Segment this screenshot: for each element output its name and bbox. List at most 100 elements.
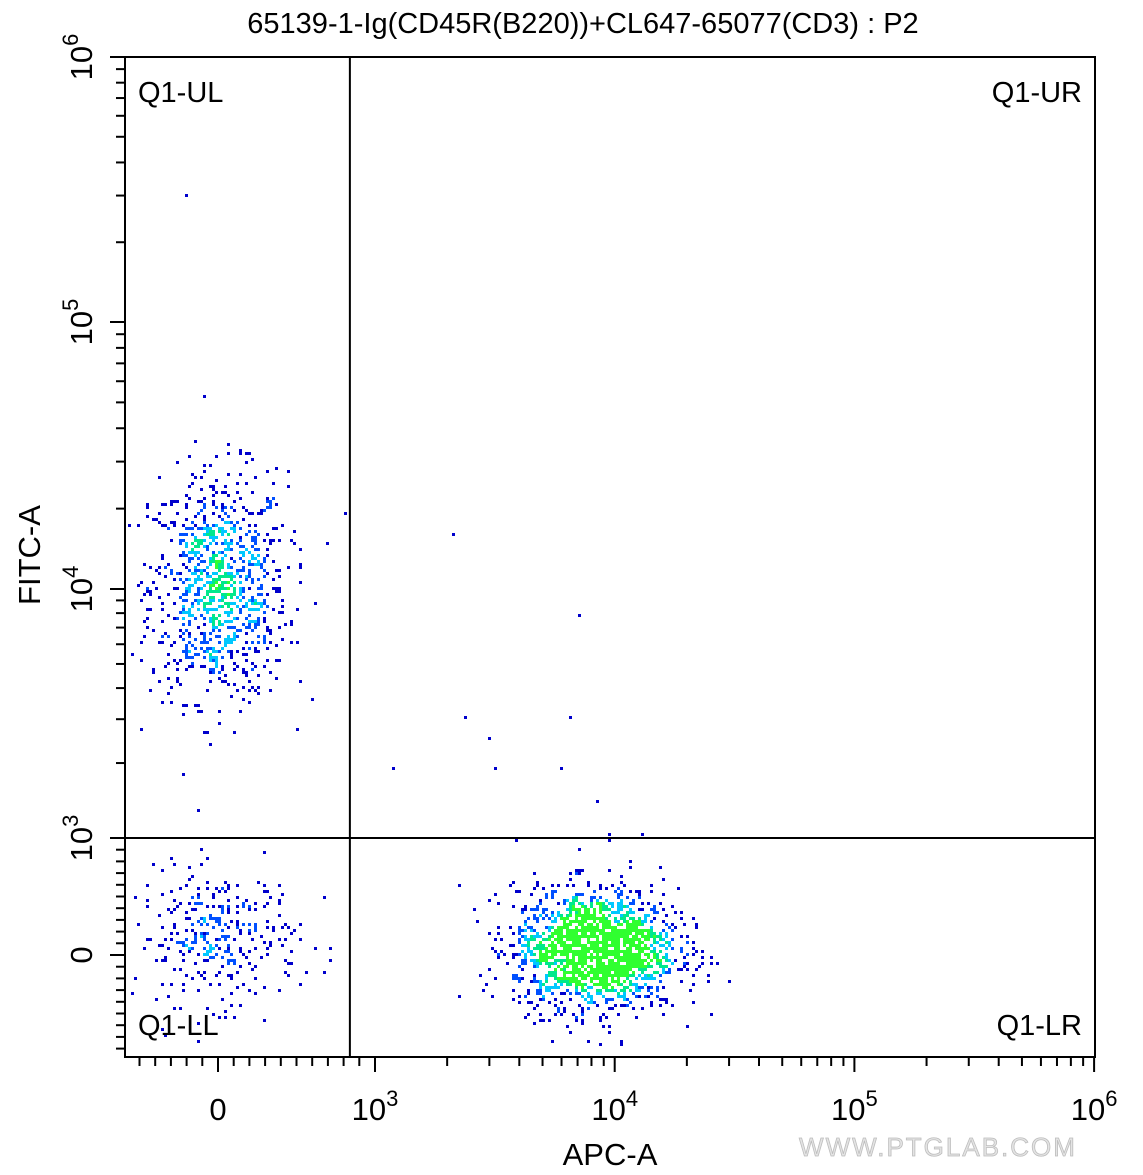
data-point bbox=[272, 929, 275, 932]
data-point bbox=[647, 962, 650, 965]
data-point bbox=[617, 953, 620, 956]
data-point bbox=[554, 968, 557, 971]
data-point bbox=[626, 914, 629, 917]
data-point bbox=[554, 953, 557, 956]
data-point bbox=[521, 959, 524, 962]
data-point bbox=[236, 896, 239, 899]
data-point bbox=[326, 542, 329, 545]
data-point bbox=[218, 623, 221, 626]
data-point bbox=[248, 905, 251, 908]
data-point bbox=[560, 944, 563, 947]
data-point bbox=[509, 884, 512, 887]
data-point bbox=[557, 938, 560, 941]
data-point bbox=[626, 956, 629, 959]
quadrant-label-ur: Q1-UR bbox=[992, 77, 1082, 109]
data-point bbox=[590, 977, 593, 980]
data-point bbox=[512, 881, 515, 884]
data-point bbox=[248, 575, 251, 578]
data-point bbox=[254, 620, 257, 623]
data-point bbox=[581, 893, 584, 896]
data-point bbox=[608, 932, 611, 935]
data-point bbox=[290, 641, 293, 644]
data-point bbox=[602, 977, 605, 980]
data-point bbox=[230, 566, 233, 569]
data-point bbox=[197, 542, 200, 545]
data-point bbox=[251, 557, 254, 560]
data-point bbox=[161, 869, 164, 872]
data-point bbox=[221, 542, 224, 545]
data-point bbox=[581, 869, 584, 872]
data-point bbox=[299, 563, 302, 566]
data-point bbox=[227, 587, 230, 590]
data-point bbox=[182, 650, 185, 653]
data-point bbox=[185, 647, 188, 650]
data-point bbox=[632, 953, 635, 956]
data-point bbox=[596, 971, 599, 974]
data-point bbox=[254, 476, 257, 479]
data-point bbox=[572, 920, 575, 923]
data-point bbox=[173, 617, 176, 620]
data-point bbox=[212, 578, 215, 581]
data-point bbox=[587, 974, 590, 977]
data-point bbox=[233, 590, 236, 593]
data-point bbox=[551, 974, 554, 977]
data-point bbox=[629, 1001, 632, 1004]
x-axis-label: APC-A bbox=[563, 1137, 658, 1172]
data-point bbox=[638, 962, 641, 965]
data-point bbox=[632, 959, 635, 962]
data-point bbox=[536, 947, 539, 950]
data-point bbox=[218, 722, 221, 725]
data-point bbox=[242, 902, 245, 905]
data-point bbox=[209, 917, 212, 920]
data-point bbox=[263, 602, 266, 605]
data-point bbox=[578, 950, 581, 953]
data-point bbox=[575, 920, 578, 923]
data-point bbox=[212, 626, 215, 629]
data-point bbox=[215, 536, 218, 539]
data-point bbox=[491, 947, 494, 950]
data-point bbox=[239, 950, 242, 953]
data-point bbox=[728, 980, 731, 983]
data-point bbox=[536, 905, 539, 908]
data-point bbox=[224, 1010, 227, 1013]
data-point bbox=[248, 620, 251, 623]
data-point bbox=[554, 971, 557, 974]
data-point bbox=[572, 899, 575, 902]
data-point bbox=[563, 917, 566, 920]
data-point bbox=[560, 767, 563, 770]
data-point bbox=[269, 629, 272, 632]
data-point bbox=[212, 500, 215, 503]
data-point bbox=[179, 542, 182, 545]
data-point bbox=[254, 665, 257, 668]
data-point bbox=[158, 680, 161, 683]
data-point bbox=[665, 947, 668, 950]
data-point bbox=[278, 914, 281, 917]
data-point bbox=[644, 938, 647, 941]
data-point bbox=[236, 605, 239, 608]
data-point bbox=[584, 956, 587, 959]
data-point bbox=[218, 947, 221, 950]
data-point bbox=[194, 554, 197, 557]
data-point bbox=[536, 989, 539, 992]
data-point bbox=[155, 959, 158, 962]
data-point bbox=[194, 578, 197, 581]
x-tick-label-exponent: 4 bbox=[626, 1086, 638, 1111]
data-point bbox=[275, 467, 278, 470]
data-point bbox=[209, 584, 212, 587]
data-point bbox=[539, 956, 542, 959]
data-point bbox=[569, 929, 572, 932]
x-tick-label: 104 bbox=[591, 1086, 638, 1127]
data-point bbox=[629, 968, 632, 971]
data-point bbox=[545, 914, 548, 917]
data-point bbox=[554, 1004, 557, 1007]
data-point bbox=[200, 560, 203, 563]
data-point bbox=[548, 974, 551, 977]
data-point bbox=[194, 704, 197, 707]
data-point bbox=[581, 1022, 584, 1025]
data-point bbox=[572, 1013, 575, 1016]
data-point bbox=[227, 638, 230, 641]
data-point bbox=[617, 995, 620, 998]
data-point bbox=[221, 680, 224, 683]
data-point bbox=[206, 941, 209, 944]
data-point bbox=[695, 968, 698, 971]
